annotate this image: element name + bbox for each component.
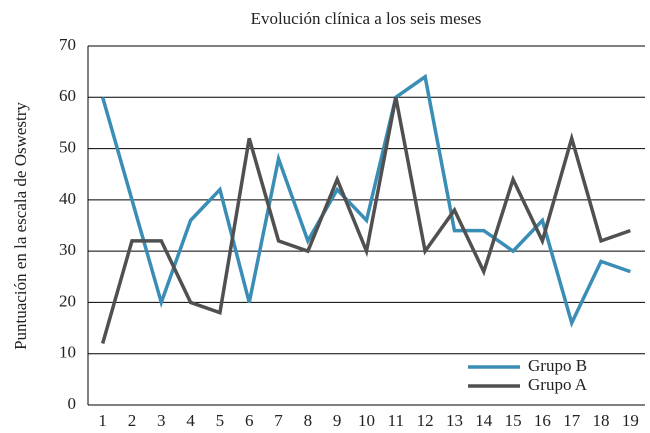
x-tick-label: 11 [388, 411, 404, 430]
y-axis-label: Puntuación en la escala de Oswestry [11, 102, 30, 350]
y-tick-label: 20 [59, 291, 76, 310]
legend-label: Grupo B [528, 356, 587, 375]
y-tick-label: 50 [59, 137, 76, 156]
x-tick-label: 12 [417, 411, 434, 430]
legend-label: Grupo A [528, 375, 588, 394]
y-tick-label: 0 [68, 394, 77, 413]
series-line [100, 96, 631, 344]
x-tick-label: 3 [157, 411, 166, 430]
x-tick-label: 16 [534, 411, 551, 430]
x-tick-label: 14 [475, 411, 493, 430]
x-tick-label: 6 [245, 411, 254, 430]
x-tick-label: 1 [98, 411, 107, 430]
y-tick-label: 30 [59, 240, 76, 259]
x-tick-label: 7 [274, 411, 283, 430]
series-line [100, 73, 631, 328]
x-tick-label: 9 [333, 411, 342, 430]
x-tick-label: 10 [358, 411, 375, 430]
x-tick-label: 15 [505, 411, 522, 430]
y-tick-label: 10 [59, 343, 76, 362]
y-tick-label: 40 [59, 189, 76, 208]
x-tick-label: 13 [446, 411, 463, 430]
y-tick-label: 60 [59, 86, 76, 105]
chart-title: Evolución clínica a los seis meses [251, 9, 482, 28]
x-tick-label: 2 [128, 411, 137, 430]
x-tick-label: 19 [622, 411, 639, 430]
x-tick-label: 18 [593, 411, 610, 430]
y-tick-label: 70 [59, 35, 76, 54]
x-tick-label: 4 [186, 411, 195, 430]
x-tick-label: 17 [563, 411, 581, 430]
x-tick-label: 5 [216, 411, 225, 430]
x-tick-label: 8 [304, 411, 313, 430]
